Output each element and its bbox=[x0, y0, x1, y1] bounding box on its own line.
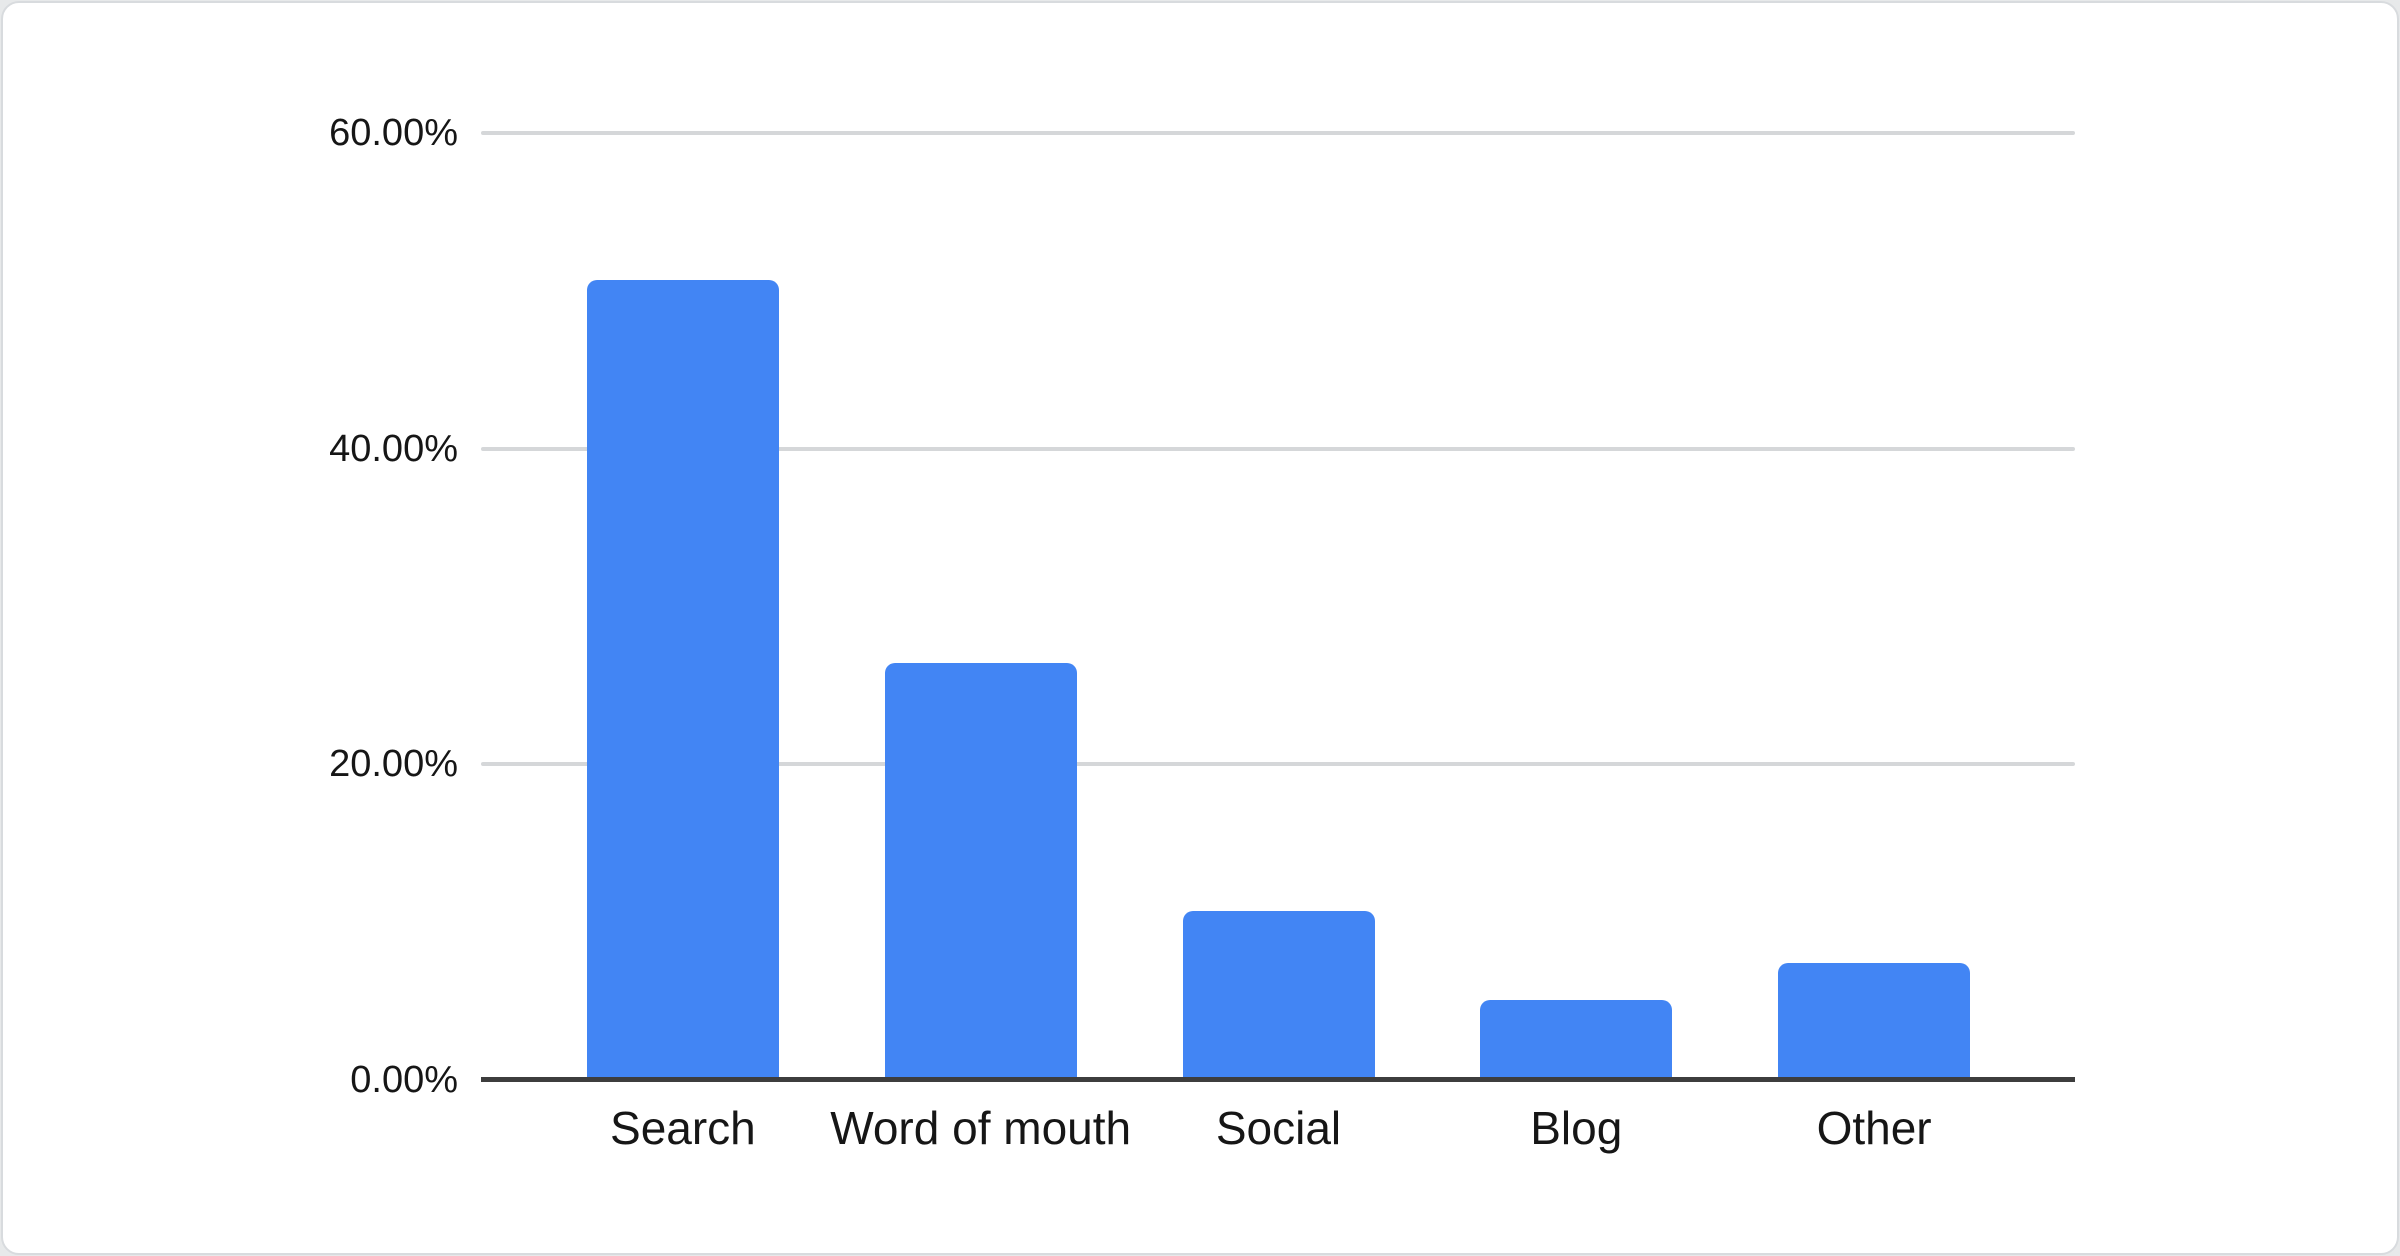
y-tick-label: 60.00% bbox=[329, 112, 458, 154]
y-tick-label: 0.00% bbox=[350, 1059, 458, 1101]
bar-search[interactable] bbox=[586, 279, 779, 1080]
bar-social[interactable] bbox=[1182, 911, 1375, 1080]
gridline-40 bbox=[481, 446, 2075, 451]
x-tick-label-search: Search bbox=[610, 1102, 756, 1154]
gridline-60 bbox=[481, 131, 2075, 135]
x-tick-label-social: Social bbox=[1215, 1102, 1342, 1154]
gridline-20 bbox=[481, 762, 2075, 767]
x-tick-label-other: Other bbox=[1816, 1102, 1932, 1154]
x-tick-label-word-of-mouth: Word of mouth bbox=[830, 1102, 1132, 1154]
y-tick-label: 20.00% bbox=[329, 743, 458, 786]
x-axis-line bbox=[481, 1077, 2075, 1082]
y-tick-label: 40.00% bbox=[329, 427, 458, 470]
bar-other[interactable] bbox=[1778, 963, 1971, 1080]
bar-word-of-mouth[interactable] bbox=[884, 663, 1077, 1080]
x-tick-label-blog: Blog bbox=[1530, 1102, 1623, 1154]
bar-blog[interactable] bbox=[1480, 999, 1673, 1080]
bar-chart: 0.00% 20.00% 40.00% 60.00% Search Word of mo… bbox=[3, 3, 2397, 1253]
